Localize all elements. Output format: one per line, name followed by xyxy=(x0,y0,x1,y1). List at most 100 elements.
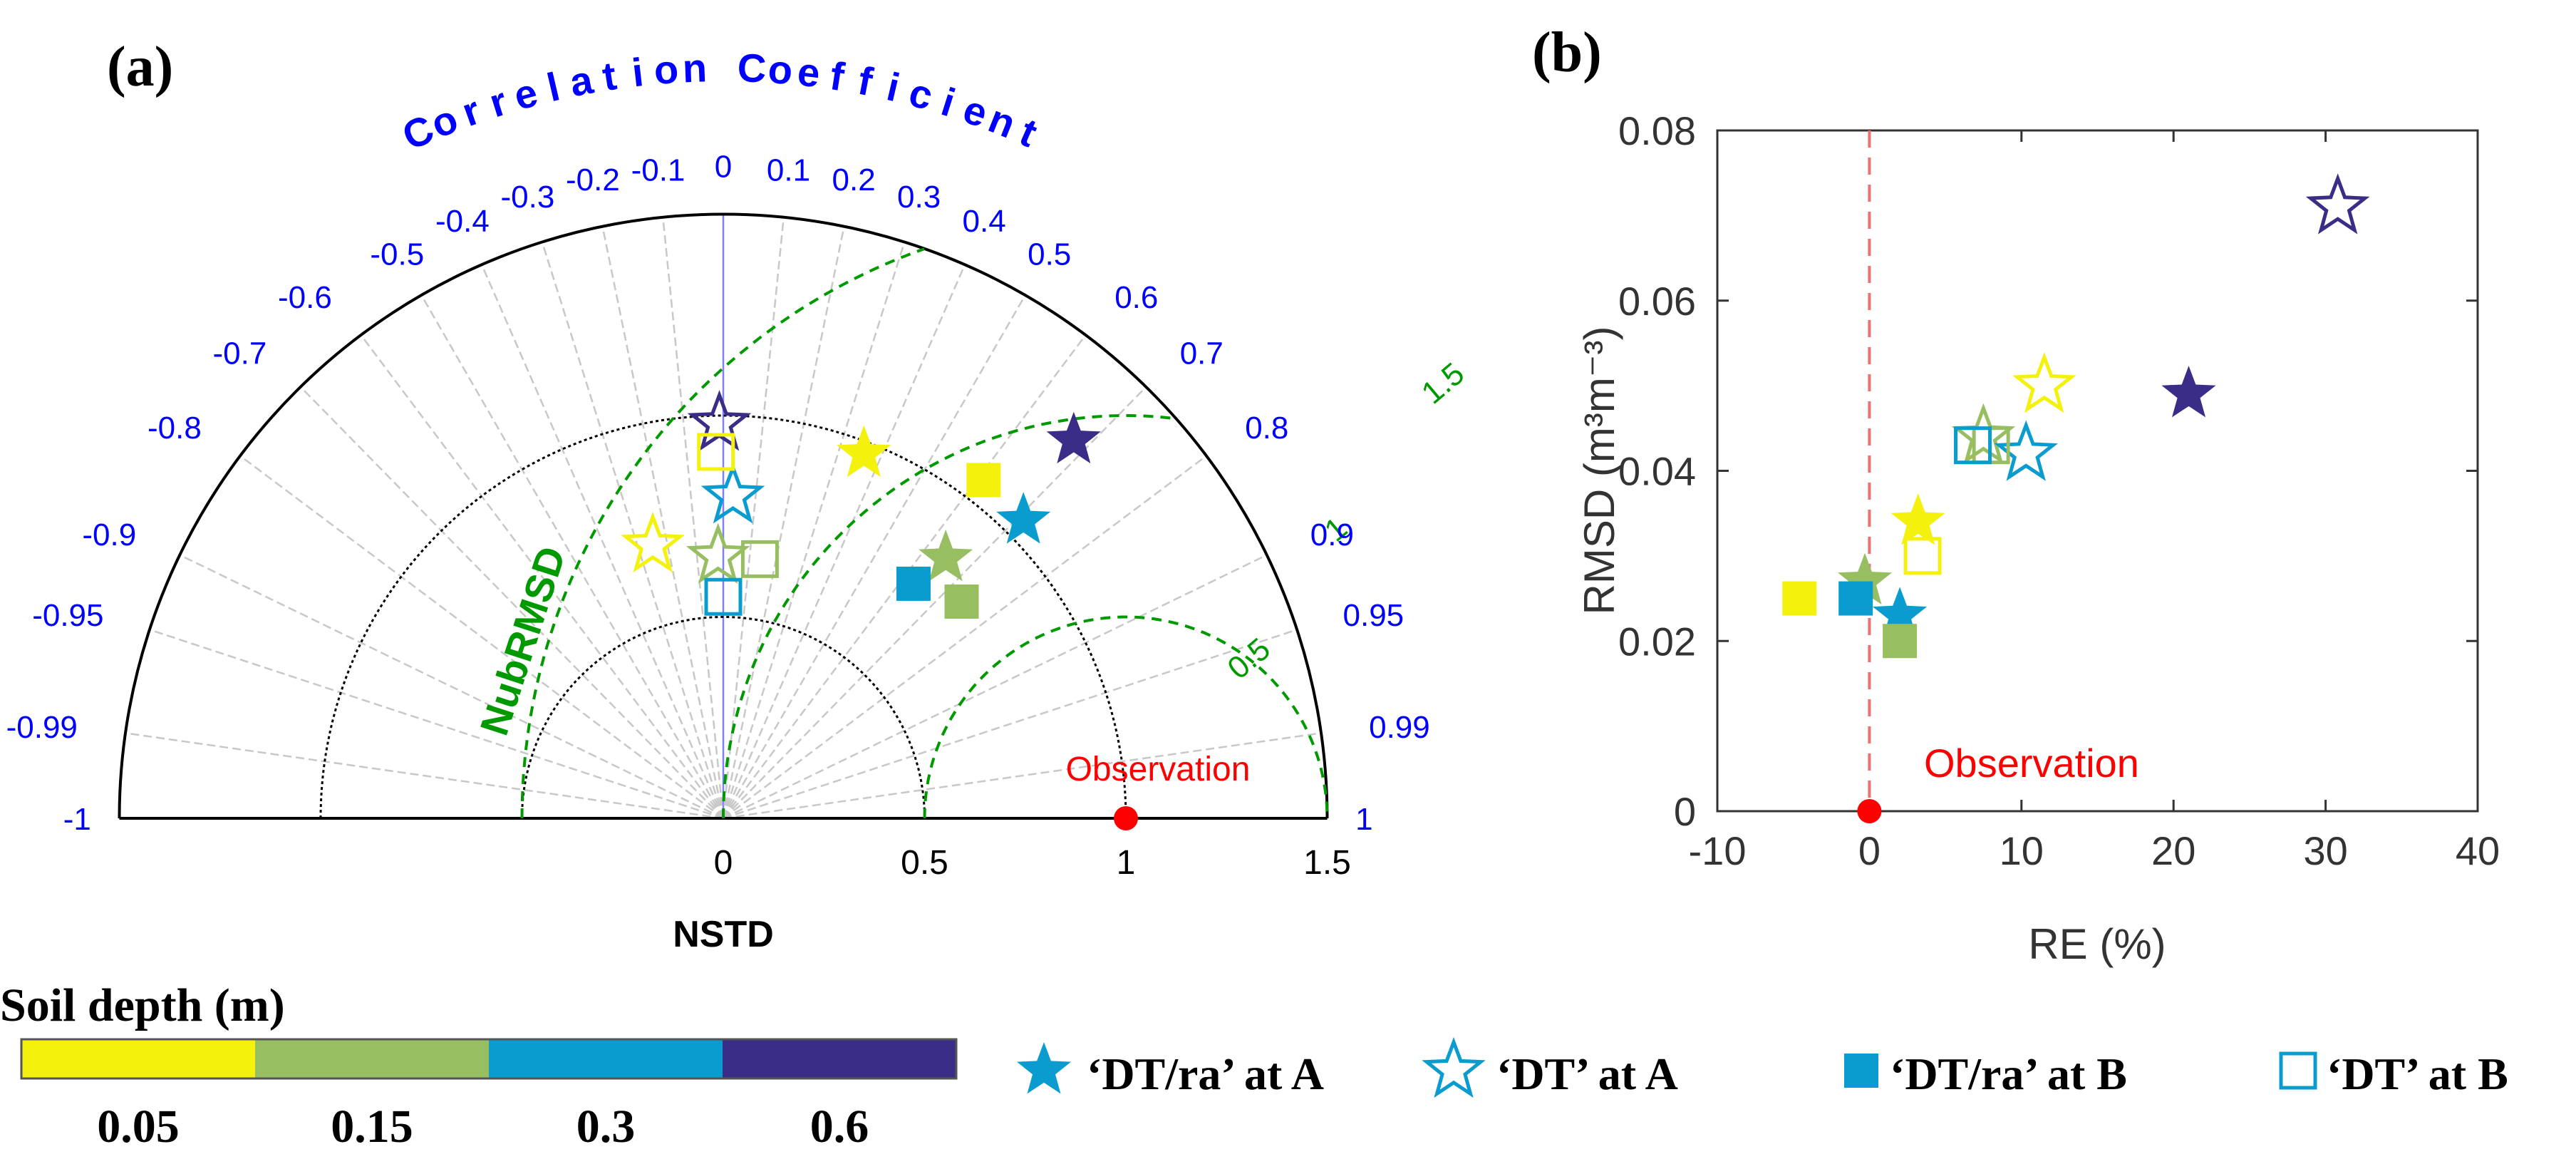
scatter-point-filled-square xyxy=(1782,581,1817,616)
correlation-tick-label: -0.8 xyxy=(148,411,202,446)
legend-marker-filled-square xyxy=(1844,1054,1878,1088)
observation-point-a xyxy=(1114,806,1138,830)
correlation-tick-label: -0.99 xyxy=(6,710,78,745)
correlation-spoke xyxy=(239,455,724,819)
nubrmsd-contour xyxy=(520,247,925,819)
taylor-point-open-square xyxy=(704,577,743,616)
x-tick-label: 30 xyxy=(2303,828,2347,873)
scatter-points xyxy=(1782,173,2370,823)
correlation-title-char: l xyxy=(543,63,564,110)
nstd-tick-label: 0.5 xyxy=(901,844,948,882)
correlation-tick-label: -0.5 xyxy=(370,237,424,272)
correlation-spoke xyxy=(722,226,845,819)
correlation-title-char: r xyxy=(484,78,512,126)
correlation-tick-label: 0.9 xyxy=(1310,518,1354,552)
correlation-tick-label: 0 xyxy=(715,150,732,185)
correlation-tick-label: -1 xyxy=(63,802,91,837)
colorbar-segment xyxy=(489,1039,723,1078)
correlation-spoke xyxy=(722,294,1026,819)
legend-label: ‘DT/ra’ at A xyxy=(1087,1049,1324,1099)
taylor-point-filled-square xyxy=(896,566,931,601)
correlation-tick-label: 0.5 xyxy=(1028,237,1071,272)
correlation-tick-label: 0.2 xyxy=(832,163,876,197)
correlation-tick-label: -0.6 xyxy=(278,280,332,315)
correlation-tick-label: 0.8 xyxy=(1245,411,1288,446)
correlation-spoke xyxy=(723,554,1268,820)
outer-arc xyxy=(118,212,1329,819)
nubrmsd-contour xyxy=(722,414,1174,818)
correlation-spoke xyxy=(149,629,724,820)
colorbar-segment xyxy=(21,1039,255,1078)
correlation-tick-label: 0.1 xyxy=(767,153,810,187)
y-tick-label: 0.06 xyxy=(1618,279,1696,324)
correlation-title-char: i xyxy=(883,63,904,110)
re-axis-label: RE (%) xyxy=(2028,920,2166,968)
taylor-diagram: (a) 0.511.5 -1-0.99-0.95-0.9-0.8-0.7-0.6… xyxy=(6,36,1471,955)
correlation-spoke xyxy=(420,294,725,819)
legend-label: ‘DT’ at A xyxy=(1496,1049,1678,1099)
correlation-tick-label: 0.6 xyxy=(1114,280,1158,315)
correlation-tick-label: 0.7 xyxy=(1180,336,1224,371)
correlation-tick-label: -0.2 xyxy=(566,163,620,197)
correlation-tick-label: -0.1 xyxy=(631,153,686,187)
scatter-point-open-square xyxy=(1903,537,1942,575)
correlation-spoke xyxy=(723,629,1298,820)
correlation-spoke xyxy=(722,217,785,819)
correlation-title-char: i xyxy=(630,49,646,95)
scatter-point-open-star xyxy=(2305,173,2370,235)
x-tick-label: 40 xyxy=(2456,828,2500,873)
correlation-spoke xyxy=(601,226,725,819)
nstd-tick-label: 1 xyxy=(1117,844,1136,882)
correlation-title-char: f xyxy=(827,53,847,99)
correlation-title-char: t xyxy=(1013,109,1044,155)
nstd-axis-label: NSTD xyxy=(673,914,774,955)
taylor-points xyxy=(621,390,1138,830)
nstd-tick-label: 0 xyxy=(714,844,733,882)
x-tick-label: 0 xyxy=(1858,828,1881,873)
observation-label-a: Observation xyxy=(1066,751,1251,788)
taylor-point-open-star xyxy=(700,463,765,524)
rmsd-axis-label: RMSD (m³m⁻³) xyxy=(1576,326,1623,615)
scatter-point-open-star xyxy=(1994,420,2058,481)
taylor-point-filled-star xyxy=(996,492,1051,544)
colorbar-segment xyxy=(255,1039,489,1078)
correlation-title-char: i xyxy=(936,79,961,125)
correlation-tick-label: -0.4 xyxy=(435,204,490,239)
scatter-point-filled-star xyxy=(1890,493,1945,545)
colorbar-segment xyxy=(723,1039,956,1078)
colorbar-label: 0.05 xyxy=(97,1101,180,1153)
correlation-title-char: f xyxy=(854,58,876,104)
correlation-title-char: t xyxy=(599,53,619,99)
taylor-point-open-star xyxy=(686,522,750,584)
panel-b-label: (b) xyxy=(1532,21,1602,84)
marker-legend: ‘DT/ra’ at A ‘DT’ at A ‘DT/ra’ at B ‘DT’ at… xyxy=(1017,1036,2508,1099)
correlation-spoke xyxy=(480,264,725,819)
correlation-title-char: a xyxy=(566,57,596,105)
colorbar-frame xyxy=(20,1038,958,1080)
correlation-title-char: e xyxy=(509,69,542,118)
scatter-point-filled-star xyxy=(1838,552,1892,604)
correlation-title-char: c xyxy=(904,69,938,118)
correlation-spoke xyxy=(662,217,725,819)
y-tick-label: 0 xyxy=(1674,789,1696,834)
taylor-point-open-square xyxy=(740,540,779,578)
correlation-spoke xyxy=(541,242,725,819)
taylor-point-open-square xyxy=(697,433,735,471)
correlation-title-char: r xyxy=(456,88,486,135)
scatter-point-filled-square xyxy=(1838,581,1873,616)
y-tick-label: 0.08 xyxy=(1618,108,1696,153)
observation-label-b: Observation xyxy=(1924,741,2139,786)
x-tick-label: 10 xyxy=(2000,828,2044,873)
taylor-point-filled-square xyxy=(944,584,979,619)
taylor-tick-labels: -1 -0.99 -0.95 -0.9 -0.8 -0.7 -0.6 -0.5 -0.4 -0.3… xyxy=(6,150,1430,882)
taylor-grid: 0.511.5 xyxy=(118,212,1471,820)
colorbar-label: 0.6 xyxy=(810,1101,869,1153)
correlation-spoke xyxy=(299,386,724,819)
legend-marker-filled-star xyxy=(1017,1042,1071,1094)
scatter-point-open-star xyxy=(2012,351,2076,413)
taylor-point-filled-star xyxy=(1046,411,1101,464)
scatter-point-filled-star xyxy=(2161,366,2216,418)
correlation-tick-label: -0.3 xyxy=(500,180,554,215)
y-tick-label: 0.02 xyxy=(1618,619,1696,664)
